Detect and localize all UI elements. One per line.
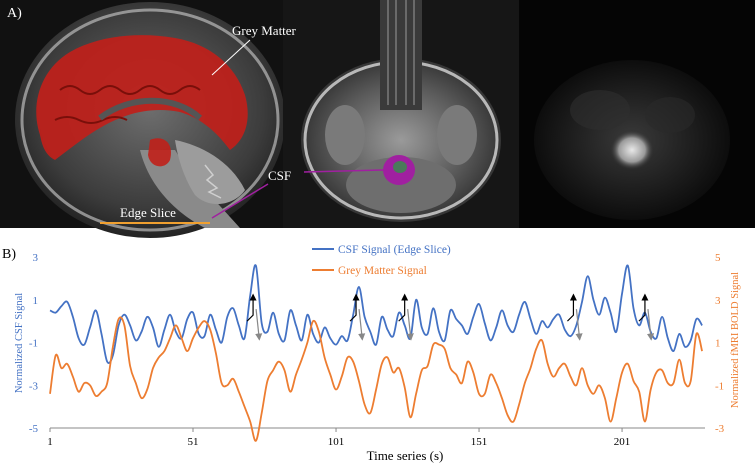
axial-mri-image: [283, 0, 519, 228]
down-arrow: [255, 309, 263, 341]
y-tick-label-left: -5: [29, 423, 39, 435]
up-arrow: [567, 293, 578, 322]
up-arrow: [398, 293, 409, 322]
down-arrow: [358, 309, 366, 341]
x-tick-label: 101: [328, 436, 345, 448]
x-tick-label: 51: [188, 436, 199, 448]
up-arrow: [246, 293, 257, 322]
x-tick-label: 201: [614, 436, 631, 448]
annotation-arrows: [246, 293, 655, 341]
legend-label-csf: CSF Signal (Edge Slice): [338, 244, 451, 256]
down-arrow: [406, 309, 414, 341]
y-tick-label-right: -3: [715, 423, 725, 435]
legend-item-csf: CSF Signal (Edge Slice): [312, 244, 451, 256]
grey-matter-pointer: [211, 39, 251, 76]
x-axis-label: Time series (s): [367, 448, 444, 463]
y-axis-left-label: Normalized CSF Signal: [14, 293, 25, 393]
y-axis-right-label: Normalized fMRI BOLD Signal: [730, 272, 741, 408]
grey-matter-label: Grey Matter: [232, 23, 297, 38]
y-tick-label-right: 1: [715, 338, 721, 350]
down-arrow: [646, 309, 655, 341]
up-arrow: [638, 293, 649, 322]
y-tick-label-left: -3: [29, 380, 39, 392]
legend-item-grey-matter: Grey Matter Signal: [312, 265, 427, 277]
panel-a-letter: A): [7, 6, 22, 21]
csf-series-line: [49, 264, 703, 364]
y-tick-label-left: 1: [33, 295, 39, 307]
y-tick-label-left: 3: [33, 252, 39, 264]
grey-matter-series-line: [49, 316, 703, 442]
x-tick-label: 151: [471, 436, 488, 448]
csf-pointer-sagittal: [211, 183, 269, 219]
up-arrow: [349, 293, 360, 322]
csf-label: CSF: [268, 168, 291, 183]
y-tick-label-right: 3: [715, 295, 721, 307]
bold-fmri-image: [519, 0, 755, 228]
grey-matter-overlay: [36, 35, 248, 167]
csf-pointer-axial: [303, 169, 385, 173]
panel-b-letter: B): [2, 247, 16, 262]
legend-label-grey-matter: Grey Matter Signal: [338, 265, 427, 277]
y-tick-label-left: -1: [29, 338, 38, 350]
down-arrow: [575, 309, 583, 341]
x-tick-label: 1: [47, 436, 53, 448]
legend: CSF Signal (Edge Slice) Grey Matter Sign…: [312, 244, 451, 277]
y-tick-label-right: -1: [715, 380, 724, 392]
panel-a: A) Grey Matter CSF Edge Slice: [0, 0, 755, 238]
y-tick-label-right: 5: [715, 252, 721, 264]
edge-slice-label: Edge Slice: [120, 205, 176, 220]
